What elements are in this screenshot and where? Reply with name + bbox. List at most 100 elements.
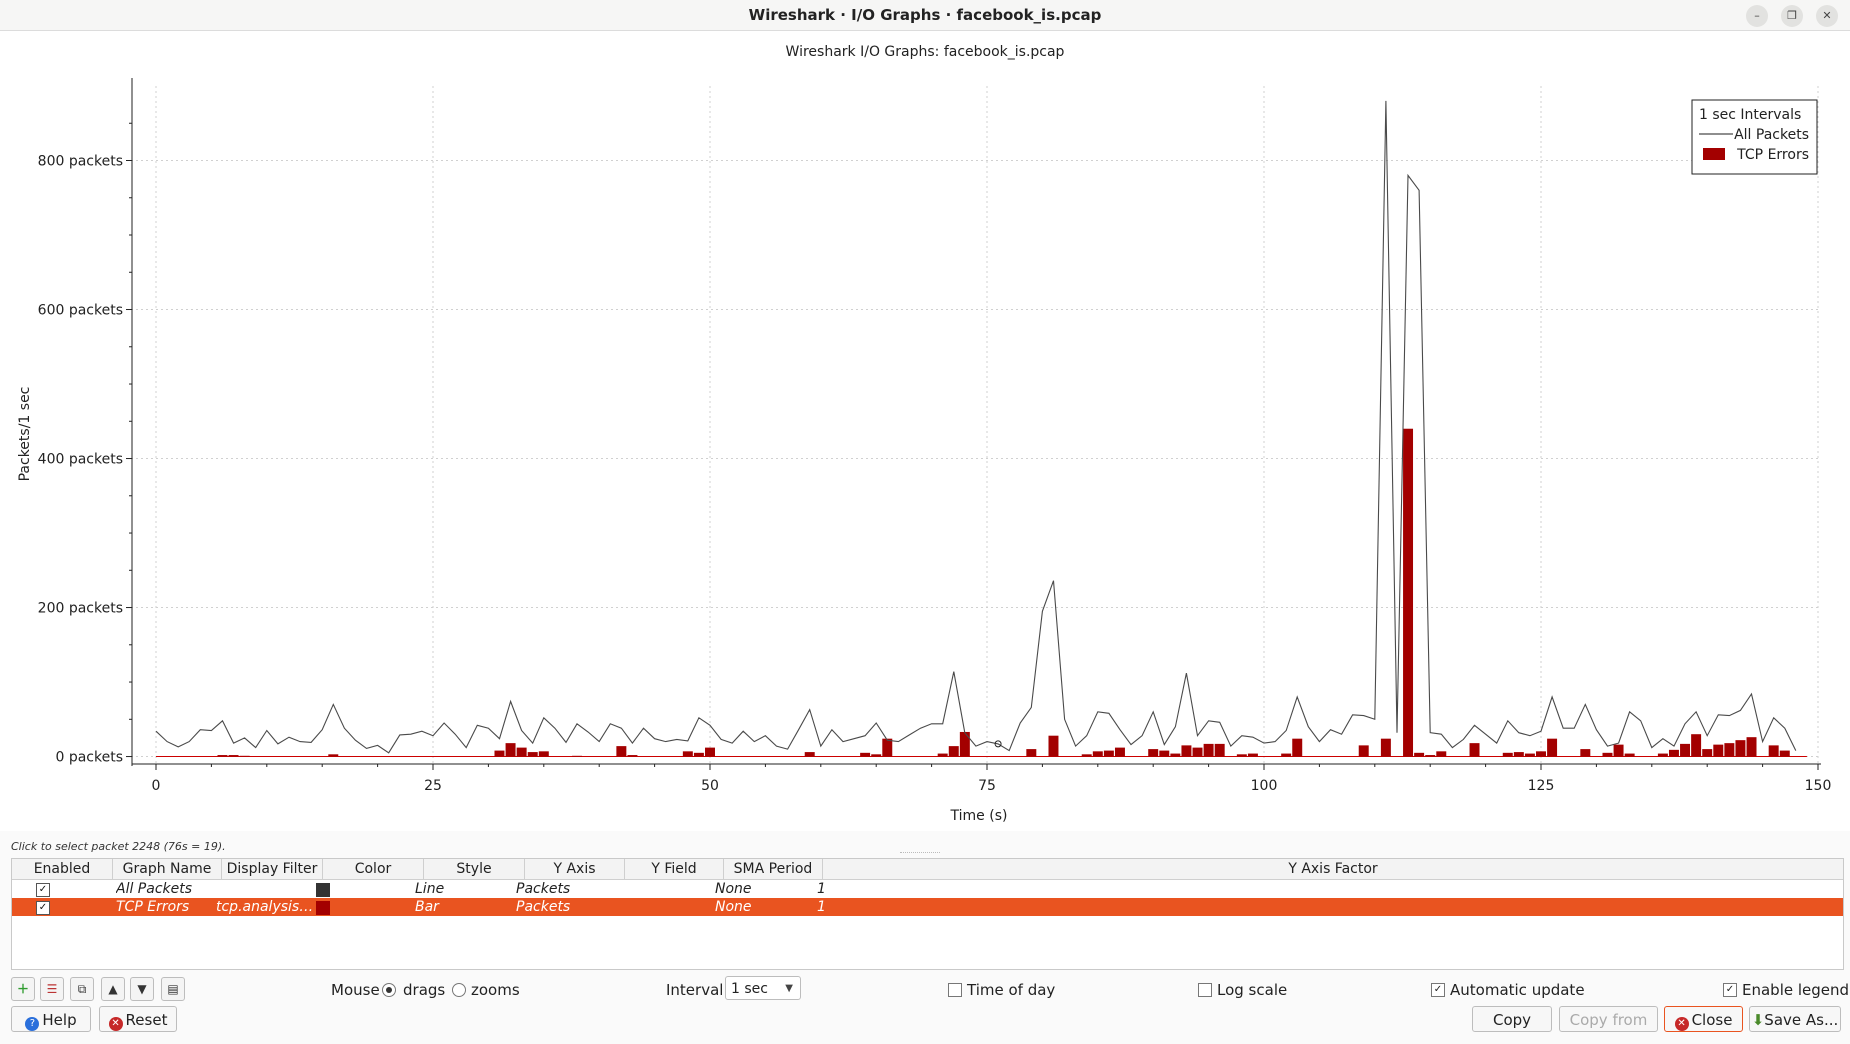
help-button[interactable]: ? Help xyxy=(11,1006,91,1032)
color-swatch[interactable] xyxy=(316,901,330,915)
tcp-errors-bar xyxy=(1380,738,1391,757)
style-cell[interactable]: Bar xyxy=(415,899,439,915)
add-graph-icon[interactable]: ＋ xyxy=(11,977,35,1001)
log-scale-label[interactable]: Log scale xyxy=(1217,981,1288,999)
y-axis-cell[interactable]: Packets xyxy=(516,881,571,897)
splitter-handle[interactable] xyxy=(900,852,940,856)
remove-graph-icon[interactable]: ☰ xyxy=(40,977,64,1001)
x-tick-label: 25 xyxy=(424,778,442,794)
x-axis-label: Time (s) xyxy=(950,808,1008,824)
table-row-selected[interactable]: ✓ TCP Errors tcp.analysis.... Bar Packet… xyxy=(12,898,1843,916)
enabled-checkbox[interactable]: ✓ xyxy=(36,901,50,915)
y-axis-cell[interactable]: Packets xyxy=(516,899,571,915)
close-button[interactable]: ✕ Close xyxy=(1664,1006,1743,1032)
tcp-errors-bar xyxy=(1702,749,1713,757)
tcp-errors-bar xyxy=(228,755,239,757)
tcp-errors-bar xyxy=(682,751,693,757)
x-tick-label: 75 xyxy=(978,778,996,794)
tcp-errors-bar xyxy=(959,731,970,757)
move-down-icon[interactable]: ▼ xyxy=(130,977,154,1001)
drags-label[interactable]: drags xyxy=(403,981,446,999)
style-cell[interactable]: Line xyxy=(415,881,445,897)
io-graph-svg[interactable]: Wireshark I/O Graphs: facebook_is.pcap P… xyxy=(0,31,1850,831)
tcp-errors-bar xyxy=(1247,753,1258,757)
x-tick-label: 0 xyxy=(152,778,161,794)
zooms-label[interactable]: zooms xyxy=(471,981,520,999)
y-field-cell[interactable] xyxy=(626,880,722,898)
col-display-filter[interactable]: Display Filter xyxy=(222,859,323,879)
graph-controls: ＋ ☰ ⧉ ▲ ▼ ▤ Mouse drags zooms Interval 1… xyxy=(0,973,1850,1005)
tcp-errors-bar xyxy=(616,746,627,757)
tcp-errors-bar xyxy=(1724,743,1735,757)
col-style[interactable]: Style xyxy=(424,859,525,879)
tcp-errors-bar xyxy=(1358,745,1369,757)
sma-period-cell[interactable]: None xyxy=(715,881,752,897)
col-y-axis[interactable]: Y Axis xyxy=(525,859,625,879)
tcp-errors-bar xyxy=(937,753,948,757)
tcp-errors-bar xyxy=(1192,747,1203,757)
grid-lines xyxy=(131,86,1819,764)
time-of-day-checkbox[interactable] xyxy=(948,983,962,997)
tcp-errors-bar xyxy=(1513,752,1524,757)
col-enabled[interactable]: Enabled xyxy=(12,859,113,879)
tcp-errors-bar xyxy=(1680,743,1691,757)
interval-select[interactable]: 1 sec ▼ xyxy=(725,976,801,1000)
maximize-icon[interactable]: ❐ xyxy=(1781,5,1803,27)
copy-button[interactable]: Copy xyxy=(1472,1006,1552,1032)
tcp-errors-bar xyxy=(527,752,538,757)
enable-legend-label[interactable]: Enable legend xyxy=(1742,981,1850,999)
col-y-axis-factor[interactable]: Y Axis Factor xyxy=(1288,861,1378,877)
x-tick-label: 100 xyxy=(1251,778,1278,794)
tcp-errors-bar xyxy=(239,755,250,757)
tcp-errors-bar xyxy=(1613,744,1624,757)
col-sma-period[interactable]: SMA Period xyxy=(724,859,823,879)
minimize-icon[interactable]: – xyxy=(1746,5,1768,27)
all-packets-line xyxy=(155,100,1797,754)
tcp-errors-bar xyxy=(328,754,339,757)
enabled-checkbox[interactable]: ✓ xyxy=(36,883,50,897)
save-as-button[interactable]: ⬇Save As... xyxy=(1749,1006,1841,1032)
legend-item-all-packets: All Packets xyxy=(1734,127,1809,143)
automatic-update-checkbox[interactable]: ✓ xyxy=(1431,983,1445,997)
y-axis-factor-cell[interactable]: 1 xyxy=(817,881,826,897)
chevron-down-icon: ▼ xyxy=(785,983,793,994)
move-up-icon[interactable]: ▲ xyxy=(101,977,125,1001)
tcp-errors-bar xyxy=(1668,749,1679,757)
time-of-day-label[interactable]: Time of day xyxy=(967,981,1056,999)
col-y-field[interactable]: Y Field xyxy=(625,859,724,879)
y-axis-factor-cell[interactable]: 1 xyxy=(817,899,826,915)
tcp-errors-bar xyxy=(804,752,815,757)
col-color[interactable]: Color xyxy=(323,859,424,879)
table-row[interactable]: ✓ All Packets Line Packets None 1 xyxy=(12,880,1843,898)
zooms-radio[interactable] xyxy=(452,983,466,997)
display-filter-cell[interactable] xyxy=(216,880,316,898)
enable-legend-checkbox[interactable]: ✓ xyxy=(1723,983,1737,997)
graph-name-cell[interactable]: All Packets xyxy=(116,881,193,897)
sma-period-cell[interactable]: None xyxy=(715,899,752,915)
log-scale-checkbox[interactable] xyxy=(1198,983,1212,997)
tcp-errors-bar xyxy=(1425,755,1436,757)
tcp-errors-bar xyxy=(1746,737,1757,757)
reset-button[interactable]: ✕ Reset xyxy=(99,1006,177,1032)
copy-from-button[interactable]: Copy from xyxy=(1559,1006,1658,1032)
clear-graphs-icon[interactable]: ▤ xyxy=(161,977,185,1001)
y-field-cell[interactable] xyxy=(626,898,722,916)
automatic-update-label[interactable]: Automatic update xyxy=(1450,981,1585,999)
tcp-errors-bar xyxy=(1148,749,1159,757)
close-label: Close xyxy=(1691,1011,1733,1029)
tcp-errors-bar xyxy=(1103,750,1114,757)
x-tick-label: 150 xyxy=(1805,778,1832,794)
tcp-errors-bar xyxy=(1048,735,1059,757)
display-filter-cell[interactable]: tcp.analysis.... xyxy=(216,899,316,915)
tcp-errors-bar xyxy=(1713,744,1724,757)
col-graph-name[interactable]: Graph Name xyxy=(113,859,222,879)
legend-title: 1 sec Intervals xyxy=(1699,107,1801,123)
tcp-errors-bar xyxy=(1524,753,1535,757)
drags-radio[interactable] xyxy=(382,983,396,997)
duplicate-graph-icon[interactable]: ⧉ xyxy=(70,977,94,1001)
close-window-icon[interactable]: ✕ xyxy=(1816,5,1838,27)
io-graph-plot[interactable]: Wireshark I/O Graphs: facebook_is.pcap P… xyxy=(0,31,1850,831)
graph-table[interactable]: Enabled Graph Name Display Filter Color … xyxy=(11,858,1844,970)
color-swatch[interactable] xyxy=(316,883,330,897)
graph-name-cell[interactable]: TCP Errors xyxy=(116,899,190,915)
